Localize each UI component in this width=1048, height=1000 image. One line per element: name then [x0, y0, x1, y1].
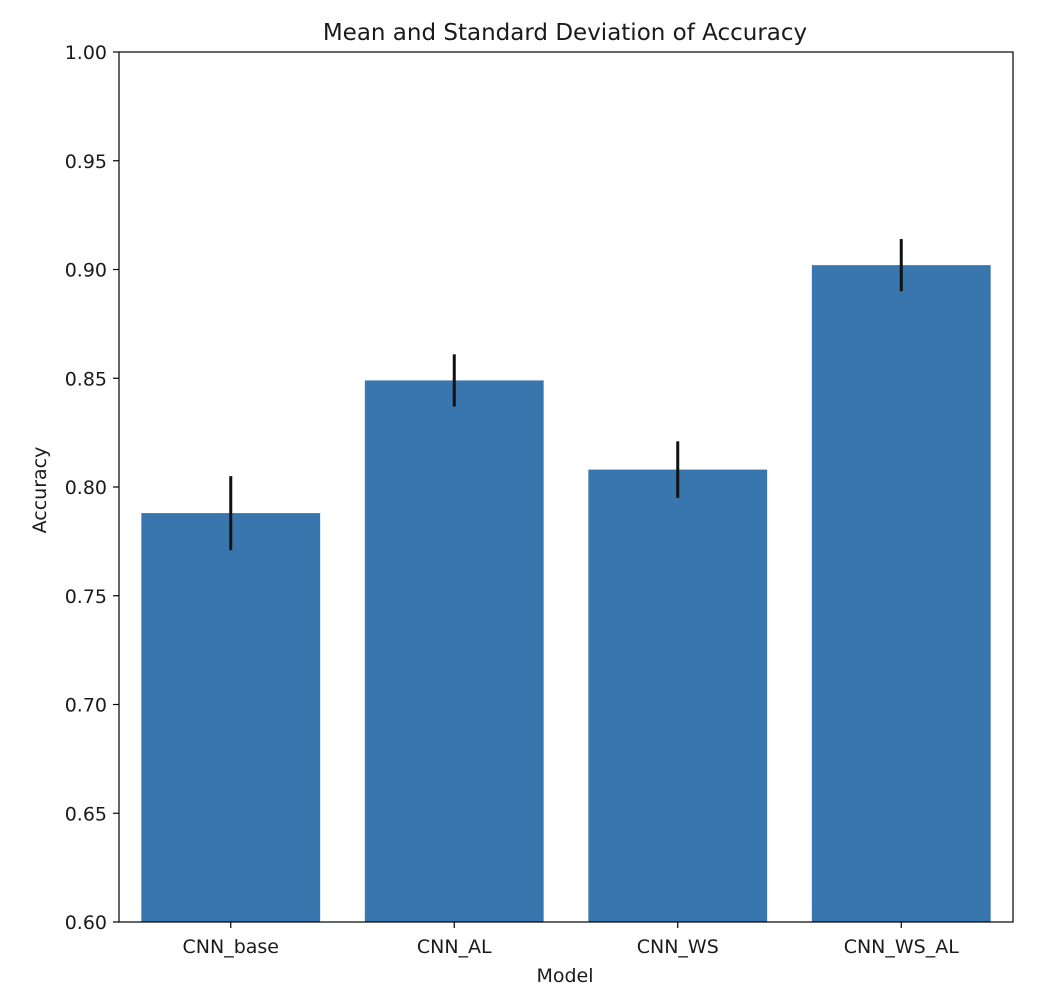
y-tick-label: 0.85 [65, 368, 107, 390]
y-tick-label: 0.70 [65, 695, 107, 717]
y-tick-label: 0.95 [65, 151, 107, 173]
y-tick-label: 0.90 [65, 260, 107, 282]
y-axis-label: Accuracy [29, 447, 51, 534]
bar-CNN_AL [364, 380, 544, 922]
y-axis-ticks: 0.60 0.65 0.70 0.75 0.80 0.85 0.90 0.95 1.00 [65, 42, 119, 934]
y-tick-label: 1.00 [65, 42, 107, 64]
bar-CNN_WS_AL [811, 265, 991, 922]
y-tick-label: 0.75 [65, 586, 107, 608]
chart-title: Mean and Standard Deviation of Accuracy [323, 20, 807, 46]
y-tick-label: 0.60 [65, 912, 107, 934]
plot-frame [118, 51, 1014, 923]
bar-CNN_WS [588, 469, 768, 922]
error-bars [229, 239, 903, 551]
bars [141, 265, 991, 922]
y-tick-label: 0.80 [65, 477, 107, 499]
x-axis-ticks: CNN_base CNN_AL CNN_WS CNN_WS_AL [183, 922, 960, 958]
x-tick-label: CNN_base [183, 936, 279, 958]
x-tick-label: CNN_AL [417, 936, 492, 958]
bar-CNN_base [141, 513, 321, 922]
x-tick-label: CNN_WS_AL [844, 936, 960, 958]
x-tick-label: CNN_WS [637, 936, 719, 958]
x-axis-label: Model [536, 965, 593, 987]
y-tick-label: 0.65 [65, 803, 107, 825]
